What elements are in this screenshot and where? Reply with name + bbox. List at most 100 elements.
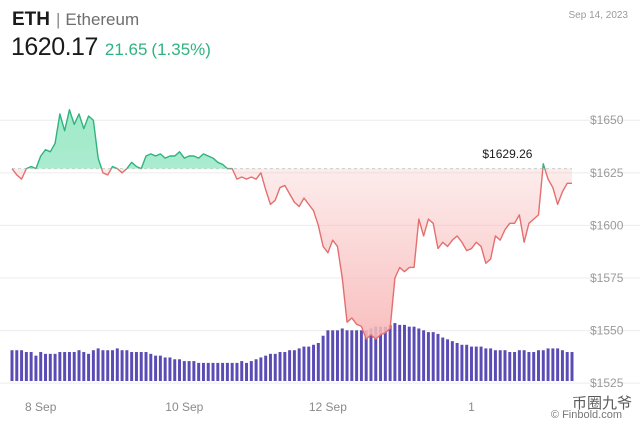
volume-bar <box>106 350 110 381</box>
volume-bar <box>87 353 91 381</box>
volume-bar <box>312 344 316 381</box>
volume-bar <box>484 348 488 381</box>
volume-bar <box>541 350 545 381</box>
volume-bar <box>82 352 86 381</box>
volume-bar <box>355 330 359 381</box>
volume-bar <box>192 361 196 381</box>
x-tick-label: 10 Sep <box>165 400 203 414</box>
y-tick-label: $1550 <box>590 324 624 338</box>
volume-bar <box>398 324 402 381</box>
y-tick-label: $1600 <box>590 218 624 232</box>
volume-bar <box>331 330 335 381</box>
title-separator: | <box>56 10 61 29</box>
volume-bar <box>479 346 483 381</box>
volume-bar <box>417 328 421 381</box>
asset-name: Ethereum <box>65 10 140 29</box>
volume-bar <box>115 348 119 381</box>
volume-bar <box>34 355 38 381</box>
volume-bar <box>517 350 521 381</box>
price-annotation: $1629.26 <box>482 147 532 161</box>
volume-bar <box>426 332 430 381</box>
volume-bar <box>77 350 81 381</box>
volume-bar <box>493 350 497 381</box>
volume-bar <box>489 348 493 381</box>
volume-bar <box>67 352 71 381</box>
volume-bar <box>556 348 560 381</box>
volume-bar <box>216 362 220 381</box>
x-tick-label: 8 Sep <box>25 400 57 414</box>
volume-bar <box>513 352 517 381</box>
volume-bar <box>91 350 95 381</box>
volume-bar <box>379 326 383 381</box>
volume-bar <box>307 346 311 381</box>
volume-bar <box>359 330 363 381</box>
y-tick-label: $1575 <box>590 271 624 285</box>
current-price: 1620.17 <box>11 33 98 61</box>
volume-bar <box>350 330 354 381</box>
volume-bar <box>302 346 306 381</box>
volume-bar <box>474 346 478 381</box>
price-summary: 1620.17 21.65 (1.35%) <box>11 33 211 62</box>
volume-bar <box>111 350 114 381</box>
volume-bar <box>431 332 435 381</box>
volume-bar <box>245 362 249 381</box>
volume-bar <box>455 342 459 381</box>
volume-bar <box>321 335 325 381</box>
y-tick-label: $1625 <box>590 166 624 180</box>
ticker-symbol: ETH <box>12 9 50 30</box>
volume-bar <box>522 350 526 381</box>
watermark-overlay: 币圈九爷 <box>571 395 632 412</box>
volume-bar <box>388 324 392 381</box>
volume-bar <box>130 352 134 381</box>
volume-bar <box>125 350 129 381</box>
volume-bar <box>149 353 153 381</box>
price-change-percent: (1.35%) <box>151 40 211 59</box>
volume-bar <box>259 357 263 381</box>
volume-bar <box>551 348 555 381</box>
volume-bar <box>48 353 52 381</box>
volume-bar <box>345 330 349 381</box>
volume-bar <box>144 352 148 381</box>
volume-bar <box>15 350 19 381</box>
volume-bar <box>460 344 464 381</box>
volume-bar <box>326 330 330 381</box>
volume-bar <box>24 352 28 381</box>
volume-bar <box>450 341 454 381</box>
volume-bar <box>273 353 277 381</box>
volume-bar <box>402 324 406 381</box>
price-line-down <box>11 168 572 340</box>
volume-bar <box>249 361 253 381</box>
volume-bar <box>154 355 158 381</box>
volume-bar <box>508 352 512 381</box>
volume-bar <box>134 352 138 381</box>
volume-bar <box>225 362 229 381</box>
x-tick-label: 1 <box>468 400 475 414</box>
volume-bar <box>139 352 143 381</box>
volume-bar <box>503 350 507 381</box>
volume-bar <box>264 355 268 381</box>
volume-bar <box>235 362 239 381</box>
volume-bar <box>96 348 100 381</box>
volume-bar <box>182 361 186 381</box>
volume-bar <box>383 326 387 381</box>
volume-bar <box>470 346 473 381</box>
source-watermark: © Finbold.com <box>550 409 622 421</box>
volume-bar <box>465 344 469 381</box>
volume-bar <box>63 352 67 381</box>
volume-bar <box>221 362 225 381</box>
volume-bar <box>560 350 564 381</box>
volume-bar <box>211 362 215 381</box>
x-tick-label: 12 Sep <box>309 400 347 414</box>
volume-bar <box>101 350 105 381</box>
volume-bar <box>254 359 258 381</box>
area-above-baseline <box>12 109 545 169</box>
area-below-baseline <box>12 168 572 339</box>
volume-bar <box>278 352 282 381</box>
volume-bar <box>39 352 43 381</box>
volume-bar <box>58 352 62 381</box>
chart-date: Sep 14, 2023 <box>568 10 629 21</box>
volume-bar <box>158 355 162 381</box>
volume-bar <box>407 326 411 381</box>
